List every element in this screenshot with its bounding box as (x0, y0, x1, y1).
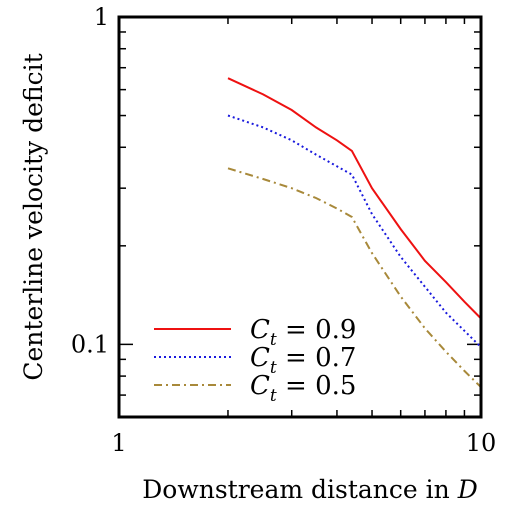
plot-frame (117, 15, 483, 419)
series-line-1 (227, 114, 482, 348)
tick-labels: 1 10 0.1 1 (71, 3, 496, 457)
legend-label-1: Ct = 0.7 (250, 343, 356, 378)
y-tick-label: 1 (94, 3, 109, 31)
legend: Ct = 0.9Ct = 0.7Ct = 0.5 (154, 315, 356, 406)
legend-label-0: Ct = 0.9 (250, 315, 356, 350)
series-line-2 (227, 167, 482, 388)
y-axis-title: Centerline velocity deficit (19, 53, 48, 380)
series-line-0 (227, 77, 482, 320)
legend-label-2: Ct = 0.5 (250, 371, 356, 406)
series-lines (227, 77, 482, 388)
y-tick-label: 0.1 (71, 330, 109, 358)
x-axis-title: Downstream distance in D (142, 475, 478, 504)
x-tick-label: 10 (466, 429, 497, 457)
x-tick-label: 1 (111, 429, 126, 457)
